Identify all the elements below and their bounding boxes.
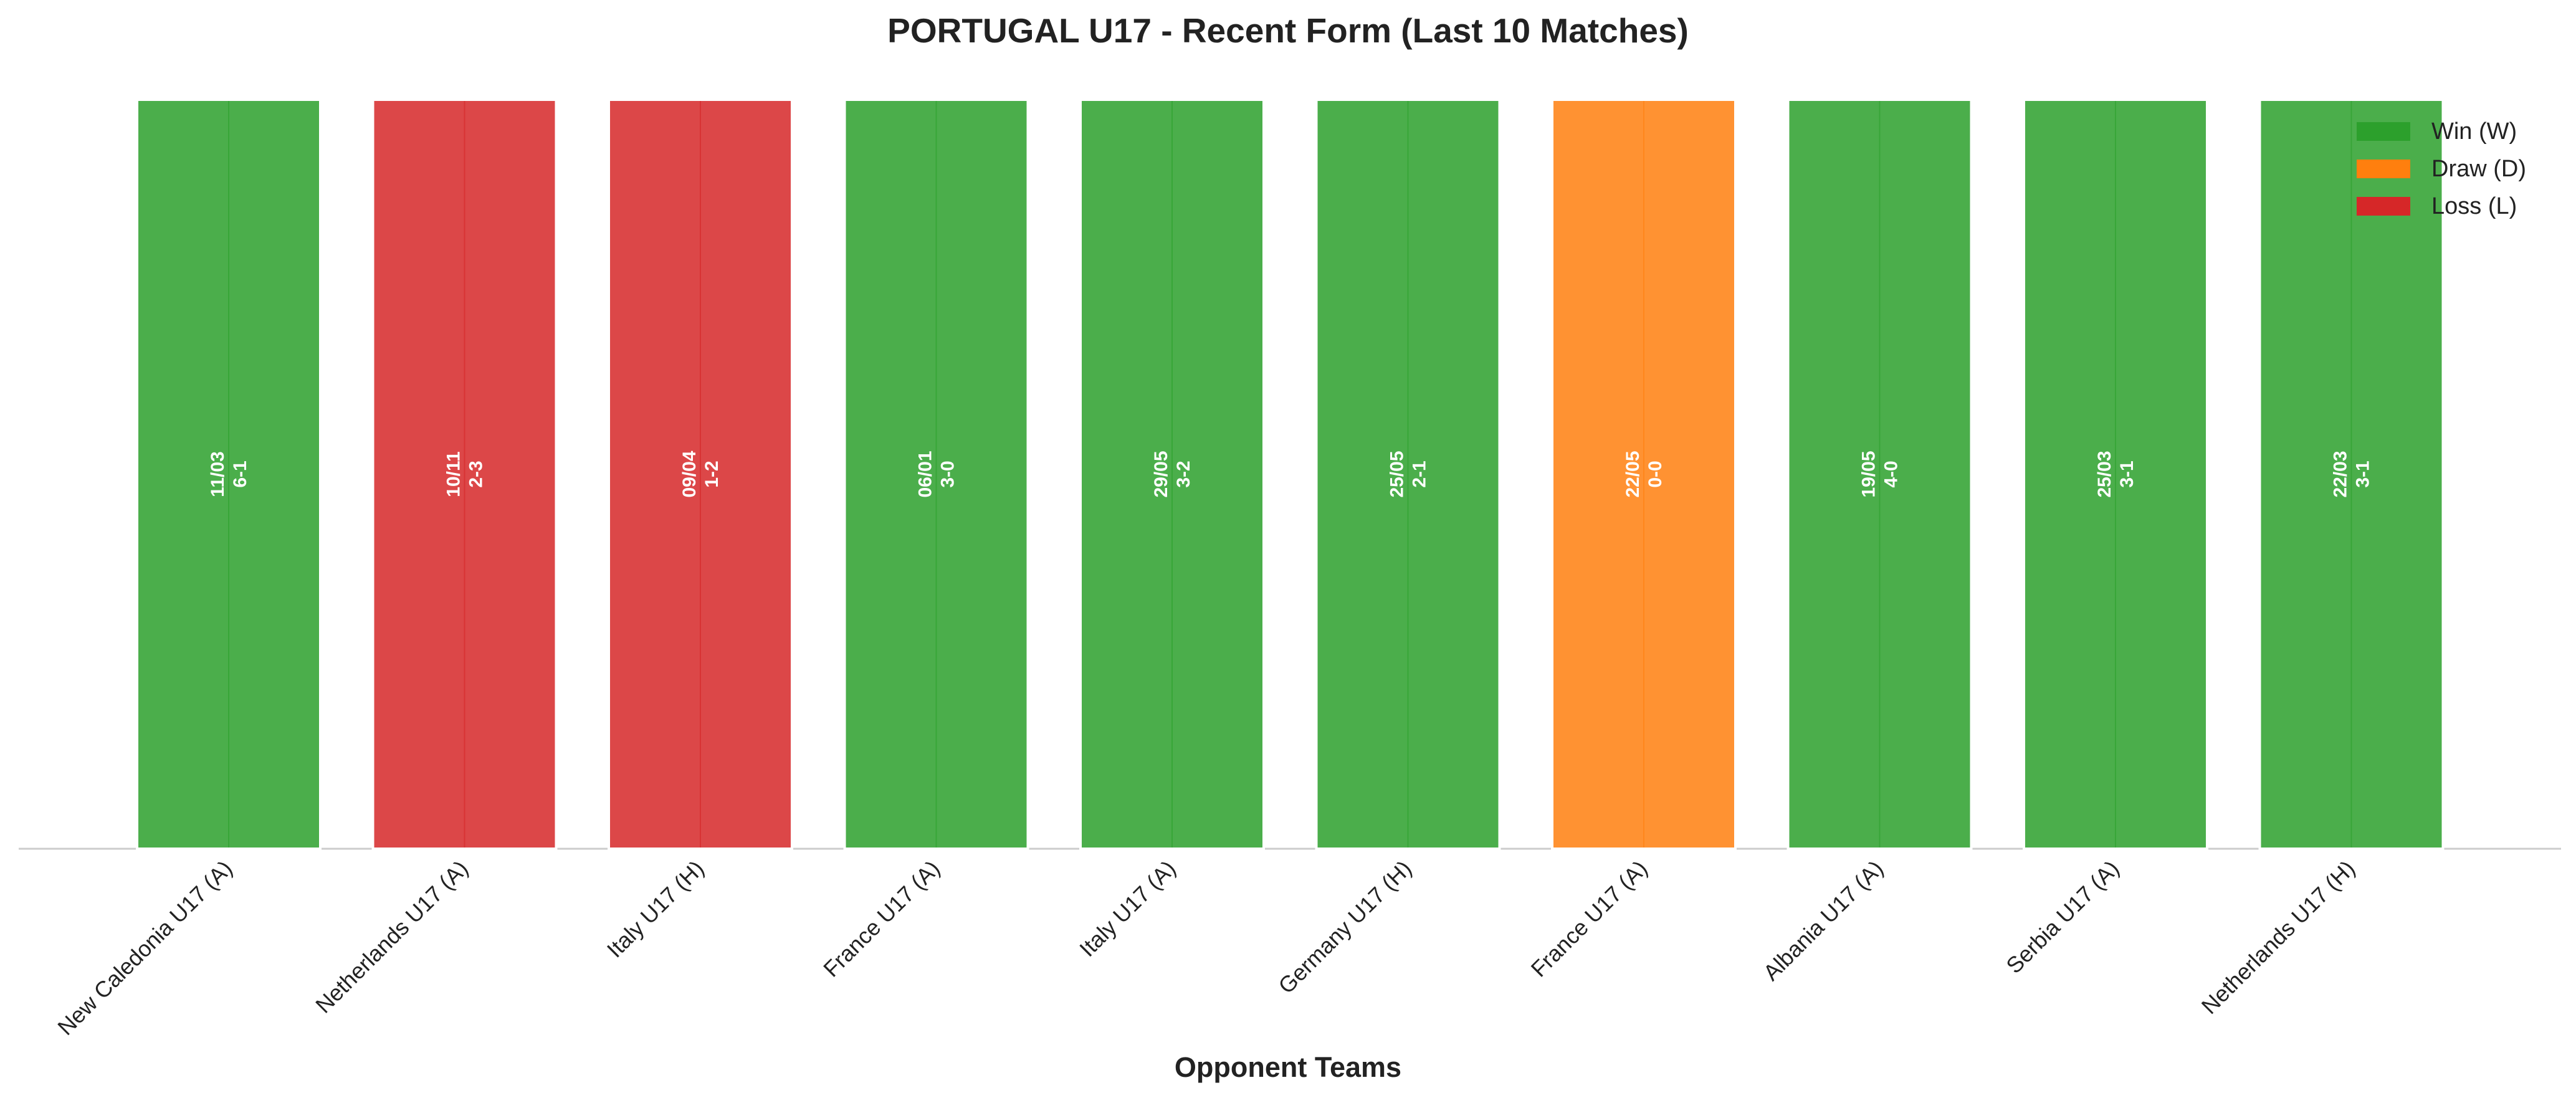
bar-label: 11/03 6-1 (208, 451, 250, 497)
x-tick-label: New Caledonia U17 (A) (52, 856, 237, 1040)
bar-label-date: 22/05 (1623, 451, 1643, 497)
x-tick-label: Netherlands U17 (A) (310, 856, 473, 1018)
legend: Win (W) Draw (D) Loss (L) (2357, 118, 2526, 219)
legend-swatch (2357, 122, 2410, 141)
bar-label: 10/11 2-3 (444, 451, 487, 497)
bar-label-date: 19/05 (1859, 451, 1879, 497)
bar-label-date: 11/03 (208, 451, 228, 497)
bar-label: 22/05 0-0 (1623, 451, 1666, 497)
x-tick-label: Albania U17 (A) (1758, 856, 1888, 986)
chart-title: PORTUGAL U17 - Recent Form (Last 10 Matc… (887, 11, 1689, 50)
bar-label-date: 06/01 (915, 451, 936, 497)
bar-label-score: 1-2 (702, 461, 722, 487)
legend-swatch (2357, 197, 2410, 216)
bars-layer (136, 98, 2445, 850)
bar-label-score: 6-1 (230, 461, 250, 487)
x-tick-label: France U17 (A) (818, 856, 945, 982)
bar-label-score: 3-0 (938, 461, 958, 487)
x-tick-label: Italy U17 (H) (602, 856, 709, 963)
bar-label-date: 22/03 (2330, 451, 2351, 497)
bar-label-score: 2-1 (1410, 461, 1430, 487)
bar-label: 19/05 4-0 (1859, 451, 1902, 497)
bar-label-score: 0-0 (1645, 461, 1666, 487)
legend-label: Win (W) (2431, 118, 2517, 145)
x-tick-label: Netherlands U17 (H) (2197, 856, 2360, 1019)
legend-label: Loss (L) (2431, 193, 2517, 219)
bar-label-date: 25/05 (1387, 451, 1408, 497)
x-tick-labels: New Caledonia U17 (A) Netherlands U17 (A)… (52, 856, 2360, 1040)
bar-label-score: 4-0 (1881, 461, 1902, 487)
bar-label-date: 29/05 (1151, 451, 1171, 497)
x-tick-label: Serbia U17 (A) (2001, 856, 2124, 978)
bar-label-score: 3-2 (1173, 461, 1194, 487)
x-tick-label: Italy U17 (A) (1074, 856, 1180, 962)
x-axis-label: Opponent Teams (1175, 1051, 1401, 1083)
bar-label: 29/05 3-2 (1151, 451, 1194, 497)
bar-label: 25/03 3-1 (2094, 451, 2137, 497)
bar-label: 09/04 1-2 (679, 451, 722, 497)
bar-label-date: 10/11 (444, 451, 464, 497)
legend-label: Draw (D) (2431, 156, 2526, 182)
bar-label: 22/03 3-1 (2330, 451, 2373, 497)
legend-swatch (2357, 160, 2410, 178)
x-tick-label: France U17 (A) (1526, 856, 1653, 982)
bar-label: 25/05 2-1 (1387, 451, 1430, 497)
bar-labels-layer: 11/03 6-1 10/11 2-3 09/04 1-2 06/01 3-0 29/05 3-2… (208, 451, 2373, 497)
bar-label-score: 2-3 (466, 461, 487, 487)
x-tick-label: Germany U17 (H) (1273, 856, 1416, 999)
bar-label-date: 25/03 (2094, 451, 2115, 497)
bar-label-date: 09/04 (679, 451, 700, 497)
bar-label-score: 3-1 (2353, 461, 2373, 487)
bar-label: 06/01 3-0 (915, 451, 958, 497)
bar-label-score: 3-1 (2117, 461, 2137, 487)
